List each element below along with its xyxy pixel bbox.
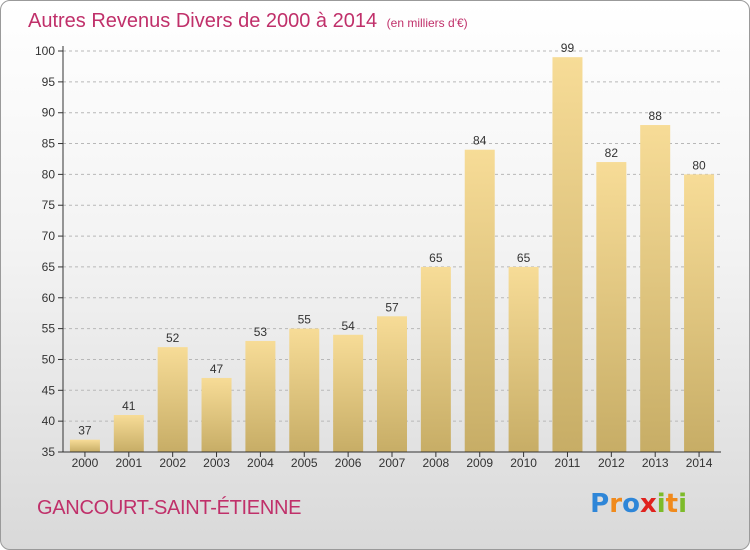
x-tick-label: 2014 — [686, 456, 713, 470]
bar-2003 — [201, 377, 232, 452]
bar-2006 — [333, 334, 364, 452]
y-tick-label: 70 — [42, 229, 56, 243]
data-label: 55 — [298, 313, 312, 327]
y-tick-label: 90 — [42, 106, 56, 120]
bar-2002 — [157, 347, 188, 452]
logo-letter: i — [678, 489, 687, 519]
data-label: 80 — [692, 158, 706, 172]
logo-letter: r — [609, 489, 623, 519]
x-tick-label: 2013 — [642, 456, 669, 470]
logo-letter: t — [665, 489, 679, 519]
data-label: 84 — [473, 134, 487, 148]
x-tick-label: 2008 — [423, 456, 450, 470]
city-name: GANCOURT-SAINT-ÉTIENNE — [37, 497, 302, 519]
y-tick-label: 55 — [42, 322, 56, 336]
data-label: 82 — [605, 146, 619, 160]
bar-2012 — [596, 162, 627, 453]
x-tick-label: 2010 — [510, 456, 537, 470]
logo-letter: P — [590, 489, 610, 519]
x-tick-label: 2007 — [379, 456, 406, 470]
data-label: 99 — [561, 41, 575, 55]
logo-letter: i — [656, 489, 666, 519]
x-tick-label: 2000 — [72, 456, 99, 470]
data-label: 65 — [517, 251, 531, 265]
data-label: 52 — [166, 331, 180, 345]
x-tick-label: 2001 — [115, 456, 142, 470]
data-label: 54 — [341, 319, 355, 333]
chart-title-text: Autres Revenus Divers de 2000 à 2014 — [28, 10, 378, 32]
data-label: 57 — [385, 300, 399, 314]
data-label: 37 — [78, 424, 92, 438]
bar-2010 — [508, 266, 539, 452]
x-tick-label: 2003 — [203, 456, 230, 470]
logo-letter: o — [622, 489, 640, 519]
y-tick-label: 60 — [42, 291, 56, 305]
y-tick-label: 40 — [42, 414, 56, 428]
y-tick-label: 85 — [42, 137, 56, 151]
x-tick-label: 2009 — [466, 456, 493, 470]
x-tick-label: 2005 — [291, 456, 318, 470]
chart-title: Autres Revenus Divers de 2000 à 2014 (en… — [28, 10, 468, 33]
bar-2004 — [245, 340, 276, 452]
y-tick-label: 45 — [42, 383, 56, 397]
x-tick-label: 2002 — [159, 456, 186, 470]
bar-2014 — [684, 174, 715, 452]
bar-2000 — [69, 439, 100, 452]
bar-2001 — [113, 414, 144, 452]
y-tick-label: 65 — [42, 260, 56, 274]
bar-2005 — [289, 328, 320, 452]
axis-layer: 35 40 45 50 55 60 65 70 75 80 85 90 95 100 2000 2001 200… — [35, 44, 721, 470]
bar-layer: 37 41 52 47 53 55 54 57 65 84 65 99 82 88 80 — [69, 41, 715, 453]
bar-2007 — [377, 316, 407, 452]
logo-letter: x — [639, 489, 657, 519]
bar-2013 — [640, 125, 671, 453]
bar-2009 — [464, 149, 495, 452]
y-tick-label: 95 — [42, 75, 56, 89]
bar-2011 — [552, 57, 583, 453]
y-tick-label: 80 — [42, 167, 56, 181]
y-tick-label: 35 — [42, 445, 56, 459]
data-label: 88 — [649, 109, 663, 123]
y-tick-label: 75 — [42, 198, 56, 212]
data-label: 53 — [254, 325, 268, 339]
x-tick-label: 2011 — [555, 456, 581, 470]
x-tick-label: 2012 — [598, 456, 625, 470]
x-tick-label: 2006 — [335, 456, 362, 470]
data-label: 47 — [210, 362, 224, 376]
y-tick-label: 100 — [35, 44, 55, 58]
bar-2008 — [420, 266, 451, 452]
data-label: 41 — [122, 399, 136, 413]
x-tick-label: 2004 — [247, 456, 274, 470]
data-label: 65 — [429, 251, 443, 265]
proxiti-logo[interactable]: Proxiti — [590, 489, 687, 519]
chart-unit-text: (en milliers d'€) — [386, 16, 468, 30]
y-tick-label: 50 — [42, 352, 56, 366]
